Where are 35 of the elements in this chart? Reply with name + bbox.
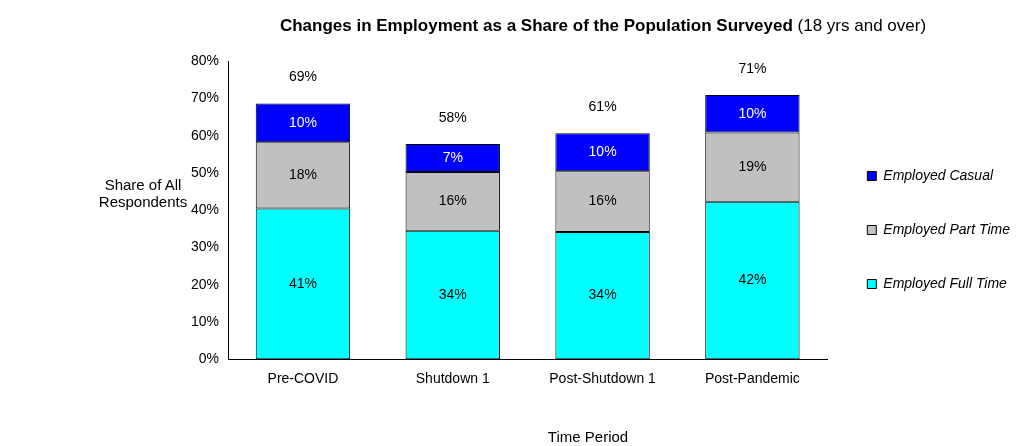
legend-label: Employed Part Time [883, 220, 1011, 237]
x-tick-label: Pre-COVID [267, 370, 339, 387]
data-label: 18% [288, 166, 317, 183]
y-tick-label: 80% [190, 52, 220, 69]
x-axis-title: Time Period [546, 428, 630, 445]
chart-title: Changes in Employment as a Share of the Population Surveyed (18 yrs and over) [279, 16, 927, 35]
data-label: 10% [738, 104, 767, 121]
data-label: 41% [288, 274, 317, 291]
y-tick-label: 0% [198, 350, 220, 367]
total-label: 61% [588, 98, 617, 115]
y-tick-label: 50% [190, 163, 220, 180]
x-tick-label: Post-Shutdown 1 [549, 370, 657, 387]
y-axis-title: Share of All Respondents [98, 176, 188, 210]
total-label: 58% [438, 108, 467, 125]
data-label: 42% [738, 271, 767, 288]
data-label: 7% [442, 148, 463, 165]
data-label: 10% [588, 143, 617, 160]
total-label: 71% [738, 59, 767, 76]
total-label: 69% [288, 68, 317, 85]
data-label: 19% [738, 157, 767, 174]
legend-label: Employed Casual [883, 166, 994, 183]
y-tick-label: 60% [190, 126, 220, 143]
y-tick-label: 30% [190, 238, 220, 255]
data-label: 34% [438, 285, 467, 302]
legend-label: Employed Full Time [883, 274, 1008, 291]
y-tick-label: 40% [190, 201, 220, 218]
x-tick-label: Shutdown 1 [415, 370, 490, 387]
data-label: 16% [438, 192, 467, 209]
y-tick-label: 10% [190, 312, 220, 329]
data-label: 34% [588, 286, 617, 303]
data-label: 10% [288, 113, 317, 130]
data-label: 16% [588, 192, 617, 209]
x-tick-label: Post-Pandemic [704, 370, 800, 387]
y-tick-label: 70% [190, 89, 220, 106]
y-tick-label: 20% [190, 275, 220, 292]
